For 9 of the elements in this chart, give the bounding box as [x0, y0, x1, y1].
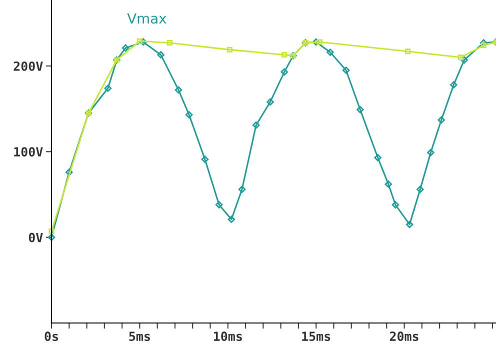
x-tick-label: 20ms: [390, 332, 418, 342]
y-tick-label: 200V: [14, 61, 43, 71]
x-tick-label: 15ms: [302, 332, 330, 342]
y-tick-label: 100V: [14, 147, 43, 157]
annotation: Vmax: [127, 13, 166, 24]
x-tick-label: 10ms: [214, 332, 242, 342]
y-tick-label: 0V: [28, 232, 43, 242]
x-tick-label: 5ms: [129, 332, 150, 342]
x-tick-label: 0s: [44, 332, 58, 342]
